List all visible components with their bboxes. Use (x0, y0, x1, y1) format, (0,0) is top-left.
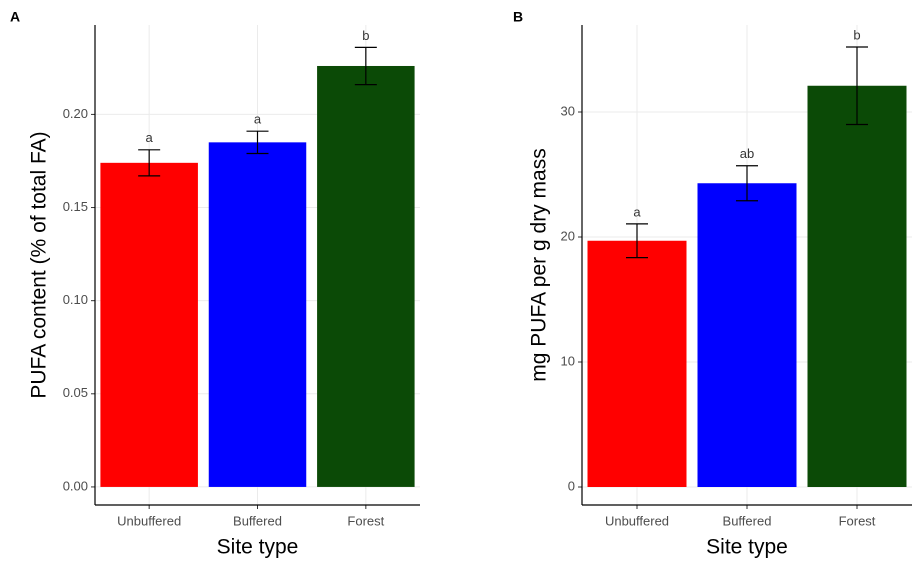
significance-letter: a (633, 204, 641, 219)
x-tick-label: Buffered (723, 513, 772, 528)
y-tick-label: 10 (561, 353, 575, 368)
error-bar (354, 46, 377, 86)
error-bar (626, 223, 648, 259)
y-tick-label: 0 (568, 478, 575, 493)
error-bar (138, 149, 161, 177)
y-tick-label: 0.20 (63, 106, 88, 121)
y-tick-label: 0.00 (63, 478, 88, 493)
x-tick-label: Forest (839, 513, 876, 528)
significance-letter: a (146, 130, 154, 145)
panel: A 0.00 0.05 0.10 0.15 0.20 a Unbuffered a Buffere… (10, 9, 420, 559)
significance-letter: a (254, 112, 262, 127)
error-bar (846, 46, 868, 126)
y-axis-title: mg PUFA per g dry mass (528, 148, 551, 381)
y-axis-title: PUFA content (% of total FA) (28, 131, 51, 398)
panel-label: A (10, 9, 20, 25)
bar (317, 65, 415, 487)
y-tick-label: 30 (561, 103, 575, 118)
bar (100, 162, 198, 487)
significance-letter: ab (740, 146, 754, 161)
x-axis-title: Site type (706, 536, 788, 559)
x-tick-label: Unbuffered (117, 513, 181, 528)
panel: B 0 10 20 30 a Unbuffered ab Buffered b Forest Site… (513, 9, 912, 559)
significance-letter: b (853, 27, 860, 42)
y-tick-label: 20 (561, 228, 575, 243)
y-tick-label: 0.10 (63, 292, 88, 307)
panel-label: B (513, 9, 523, 25)
significance-letter: b (362, 28, 369, 43)
error-bar (736, 165, 758, 202)
bar (697, 183, 797, 487)
x-tick-label: Unbuffered (605, 513, 669, 528)
bar (587, 240, 687, 487)
y-tick-label: 0.05 (63, 385, 88, 400)
error-bar (246, 130, 269, 155)
x-tick-label: Forest (347, 513, 384, 528)
bar (807, 85, 907, 487)
x-tick-label: Buffered (233, 513, 282, 528)
bar (208, 142, 307, 487)
y-tick-label: 0.15 (63, 199, 88, 214)
x-axis-title: Site type (217, 536, 299, 559)
